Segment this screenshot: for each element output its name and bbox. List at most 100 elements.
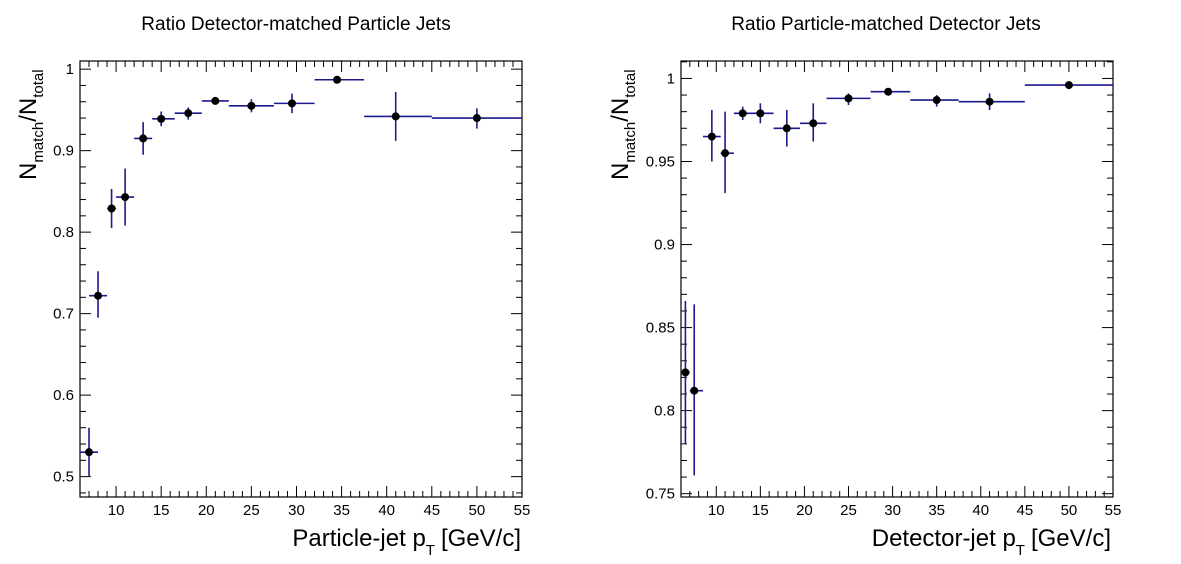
right-y-tick-label: 0.9 (654, 237, 675, 254)
right-y-tick-label: 0.8 (654, 403, 675, 420)
left-x-tick-label: 15 (153, 502, 170, 519)
left-point-marker (391, 112, 400, 121)
right-x-tick-label: 10 (708, 502, 725, 519)
right-chart-panel: Ratio Particle-matched Detector Jets Nma… (607, 14, 1121, 559)
right-x-axis-label: Detector-jet pT [GeV/c] (872, 525, 1111, 559)
right-y-tick-label: 0.85 (646, 320, 675, 337)
left-point-marker (139, 134, 148, 143)
right-y-axis-label: Nmatch/Ntotal (607, 69, 639, 180)
right-y-tick-label: 0.95 (646, 153, 675, 170)
right-data-point (689, 304, 704, 476)
left-data-point (89, 271, 108, 318)
left-x-tick-label: 25 (243, 502, 260, 519)
right-y-tick-label: 0.75 (646, 486, 675, 503)
right-point-marker (1064, 81, 1073, 90)
right-plot-area: 10 15 20 25 30 35 40 45 50 55 0.75 0.8 0.85 0.9 0.95 1 (646, 60, 1122, 519)
left-point-marker (247, 101, 256, 110)
right-x-tick-label: 30 (884, 502, 901, 519)
right-x-tick-label: 25 (840, 502, 857, 519)
right-point-marker (844, 94, 853, 103)
left-x-tick-label: 55 (514, 502, 531, 519)
left-y-tick-label: 0.7 (53, 306, 74, 323)
right-data-point (910, 95, 959, 107)
left-point-marker (211, 96, 220, 105)
left-data-point (431, 108, 522, 129)
right-data-point (800, 103, 827, 142)
right-data-point (958, 93, 1025, 110)
right-x-tick-label: 55 (1105, 502, 1122, 519)
left-data-point (273, 93, 315, 114)
left-x-tick-label: 45 (423, 502, 440, 519)
right-data-point (1024, 81, 1113, 90)
right-point-marker (690, 386, 699, 395)
left-y-label-sub1: match (30, 122, 47, 163)
left-data-point (201, 96, 229, 105)
right-y-label-slash: /N (607, 98, 634, 122)
right-point-marker (721, 149, 730, 158)
left-y-tick-label: 0.8 (53, 224, 74, 241)
right-plot-frame (680, 60, 1114, 498)
left-y-tick-label: 1 (66, 61, 74, 78)
left-y-tick-label: 0.6 (53, 387, 74, 404)
left-data-point (314, 75, 365, 84)
left-x-tick-label: 30 (288, 502, 305, 519)
left-y-label-sub2: total (30, 69, 47, 97)
right-y-tick-label: 1 (667, 70, 675, 87)
right-x-tick-label: 15 (752, 502, 769, 519)
left-x-tick-label: 40 (378, 502, 395, 519)
right-y-label-sub1: match (622, 122, 639, 163)
right-chart-title: Ratio Particle-matched Detector Jets (731, 14, 1040, 35)
right-point-marker (756, 109, 765, 118)
right-data-point (751, 103, 774, 124)
left-y-tick-label: 0.5 (53, 469, 74, 486)
right-point-marker (738, 109, 747, 118)
left-x-axis-label: Particle-jet pT [GeV/c] (292, 525, 521, 559)
right-point-marker (809, 119, 818, 128)
left-data-point (107, 188, 117, 229)
right-y-label-sub2: total (622, 69, 639, 97)
right-data-point (681, 301, 690, 444)
left-y-label-n: N (15, 163, 42, 180)
right-x-label-unit: [GeV/c] (1031, 525, 1111, 552)
left-point-marker (184, 109, 193, 118)
left-point-marker (287, 99, 296, 108)
left-plot-area: 10 15 20 25 30 35 40 45 50 55 0.5 0.6 0.7 0.8 0.9 1 (53, 60, 531, 519)
left-point-marker (121, 193, 130, 202)
right-y-label-n: N (607, 163, 634, 180)
left-point-marker (85, 448, 94, 457)
left-data-point (364, 91, 432, 141)
right-x-tick-label: 45 (1016, 502, 1033, 519)
left-x-tick-label: 20 (198, 502, 215, 519)
left-chart-title: Ratio Detector-matched Particle Jets (141, 14, 450, 35)
right-data-point (773, 109, 801, 147)
right-point-marker (884, 87, 893, 96)
left-point-marker (472, 114, 481, 123)
left-data-point (116, 168, 135, 226)
right-data-point (720, 111, 734, 194)
right-point-marker (932, 96, 941, 105)
left-data-point (80, 427, 99, 477)
right-x-tick-label: 40 (972, 502, 989, 519)
left-data-point (152, 111, 175, 127)
right-data-point (826, 93, 871, 106)
right-point-marker (985, 97, 994, 106)
left-data-point (174, 107, 202, 120)
right-point-marker (681, 368, 690, 377)
right-x-tick-label: 50 (1061, 502, 1078, 519)
left-x-tick-label: 35 (333, 502, 350, 519)
left-x-tick-label: 10 (108, 502, 125, 519)
left-point-marker (157, 114, 166, 123)
right-point-marker (782, 124, 791, 133)
left-data-point (134, 122, 153, 155)
left-point-marker (107, 204, 116, 213)
left-x-tick-label: 50 (469, 502, 486, 519)
left-point-marker (333, 75, 342, 84)
right-data-point (733, 106, 752, 120)
right-x-label-sub: T (1016, 542, 1025, 559)
right-point-marker (707, 132, 716, 141)
left-chart-panel: Ratio Detector-matched Particle Jets Nma… (15, 14, 530, 559)
left-x-label-sub: T (426, 542, 435, 559)
right-data-point (870, 87, 911, 96)
left-x-label-main: Particle-jet p (292, 525, 425, 552)
